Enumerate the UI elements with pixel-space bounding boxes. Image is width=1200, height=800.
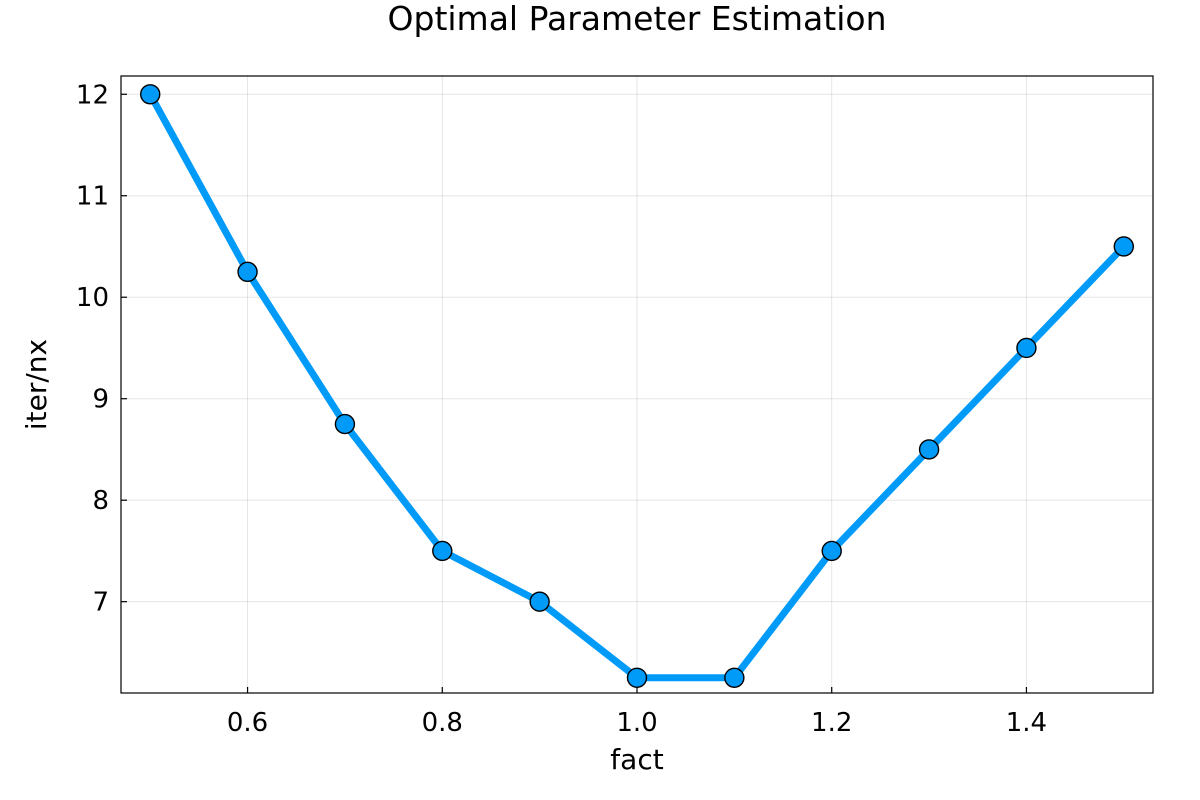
data-point [334,413,356,435]
data-point [724,667,745,688]
x-tick-label: 1.4 [1006,708,1047,738]
axis-ticks: 0.6 0.8 1.0 1.2 1.4 7 8 9 10 11 12 [76,80,1047,738]
x-tick-label: 1.0 [616,708,657,738]
data-point [626,667,648,688]
data-point [1113,236,1134,257]
data-point [1016,337,1037,359]
data-point [432,540,453,562]
data-point [140,84,161,105]
x-axis-label: fact [610,743,663,776]
x-tick-label: 1.2 [811,708,852,738]
y-tick-label: 9 [92,385,109,415]
data-point [529,591,550,612]
data-point [237,261,258,283]
x-tick-label: 0.6 [227,708,268,738]
y-tick-label: 7 [92,588,109,618]
chart-title: Optimal Parameter Estimation [388,0,887,38]
y-tick-label: 12 [76,80,109,110]
data-series [140,84,1134,688]
y-tick-label: 11 [76,182,109,212]
data-point [918,439,940,460]
y-tick-label: 10 [76,283,109,313]
y-axis-label: iter/nx [20,339,53,430]
grid-lines [121,76,1153,693]
x-tick-label: 0.8 [422,708,463,738]
data-point [821,540,842,562]
y-tick-label: 8 [92,486,109,516]
